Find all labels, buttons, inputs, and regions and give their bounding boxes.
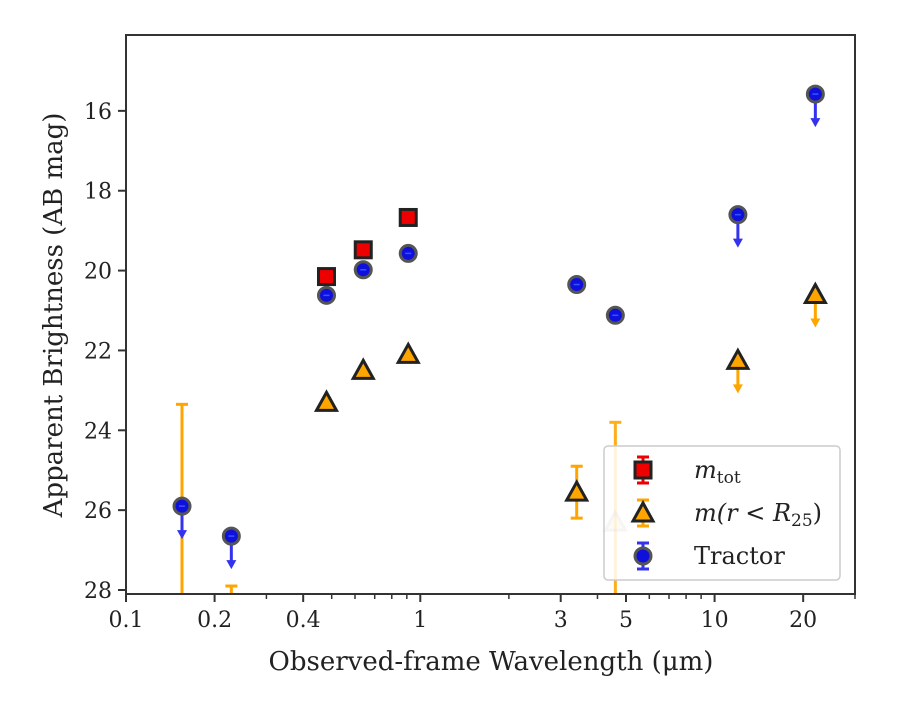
circle-point-9-limit-arrow-head (810, 118, 821, 128)
legend-label-main-3: Tractor (694, 542, 785, 570)
circle-point-8-limit-arrow-head (732, 238, 743, 248)
square-point-3 (398, 207, 418, 227)
series-square (316, 207, 418, 287)
x-tick-label-3: 0.4 (286, 608, 321, 633)
x-tick-label-7: 10 (701, 608, 729, 633)
legend-label-main-2: m(r < R (694, 499, 791, 527)
circle-point-1-limit-arrow-head (177, 530, 188, 540)
legend-label-main-1: m (694, 456, 717, 484)
legend-marker-3 (633, 546, 653, 566)
legend-entry-3: Tractor (633, 541, 785, 571)
x-tick-label-6: 5 (619, 608, 633, 633)
y-axis-label: Apparent Brightness (AB mag) (39, 113, 69, 519)
x-tick-label-2: 0.2 (197, 608, 232, 633)
y-tick-label-3: 20 (84, 260, 112, 285)
triangle-point-7-limit-arrow-head (810, 318, 821, 328)
legend-box (603, 445, 841, 581)
x-tick-label-8: 20 (789, 608, 817, 633)
y-tick-label-7: 28 (84, 579, 112, 604)
triangle-point-3 (395, 341, 421, 364)
y-tick-label-6: 26 (84, 499, 112, 524)
triangle-point-6-limit-arrow-head (732, 384, 743, 394)
legend-label-sub-2: 25 (791, 511, 813, 531)
legend-label-sub-1: tot (717, 468, 741, 488)
y-tick-label-1: 16 (84, 100, 112, 125)
axes: 0.1 0.2 0.4 1 3 5 10 20 16 18 20 22 24 26 28 (84, 100, 856, 633)
triangle-point-7 (802, 281, 828, 305)
triangle-point-6 (725, 347, 751, 370)
x-axis-label: Observed-frame Wavelength (μm) (269, 647, 714, 677)
x-tick-label-4: 1 (413, 608, 427, 633)
triangle-point-9-errorbar (225, 584, 238, 594)
legend-entry-1: mtot (633, 455, 741, 488)
legend-entry-2: m(r < R25) (630, 498, 822, 531)
triangle-point-2 (350, 357, 376, 380)
legend-label-3: Tractor (694, 542, 785, 570)
plot-frame (125, 34, 856, 595)
triangle-point-1 (313, 389, 340, 412)
x-tick-label-5: 3 (554, 608, 568, 633)
y-tick-label-4: 22 (84, 339, 112, 364)
legend-label-2: m(r < R25) (694, 499, 822, 531)
circle-point-2-limit-arrow-head (226, 560, 237, 570)
y-tick-label-5: 24 (84, 419, 112, 444)
legend-marker-1 (633, 460, 653, 480)
legend-label-close-2: ) (813, 499, 822, 527)
y-tick-label-2: 18 (84, 180, 112, 205)
series-circle (172, 84, 825, 570)
legend-marker-2 (630, 499, 656, 523)
x-tick-label-1: 0.1 (109, 608, 144, 633)
plot-border (125, 34, 856, 595)
legend-label-1: mtot (694, 456, 741, 488)
square-point-1 (316, 267, 336, 287)
triangle-point-4 (564, 479, 590, 502)
square-point-2 (353, 240, 373, 260)
legend: mtot m(r < R25) Tractor (603, 445, 841, 581)
